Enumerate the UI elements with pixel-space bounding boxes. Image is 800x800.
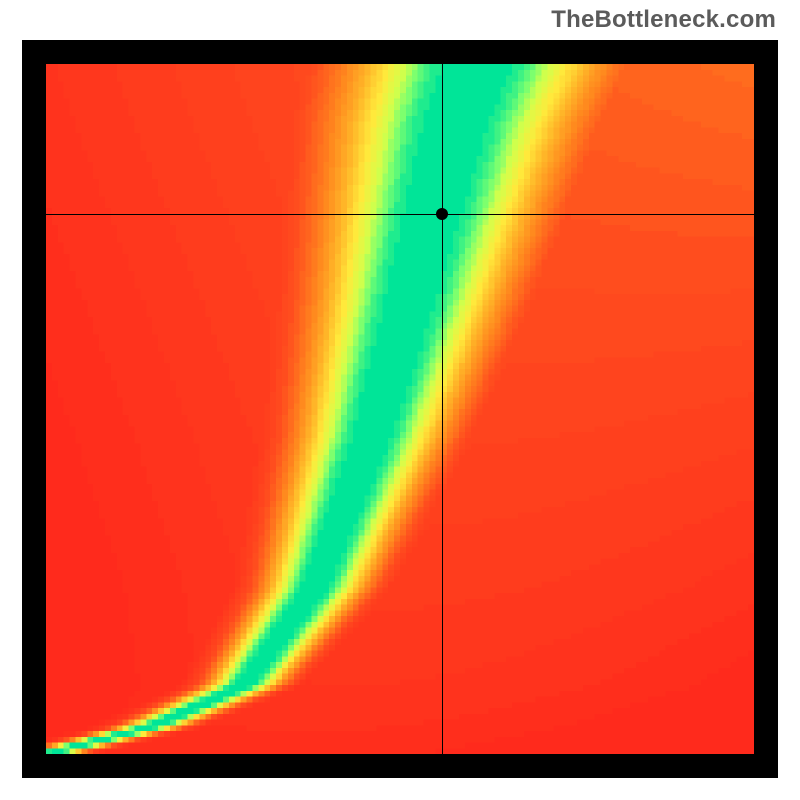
watermark-text: TheBottleneck.com	[551, 6, 776, 34]
plot-area	[46, 64, 754, 754]
crosshair-horizontal	[46, 214, 754, 215]
plot-outer-frame	[22, 40, 778, 778]
heatmap-canvas	[46, 64, 754, 754]
crosshair-vertical	[442, 64, 443, 754]
chart-container: TheBottleneck.com	[0, 0, 800, 800]
